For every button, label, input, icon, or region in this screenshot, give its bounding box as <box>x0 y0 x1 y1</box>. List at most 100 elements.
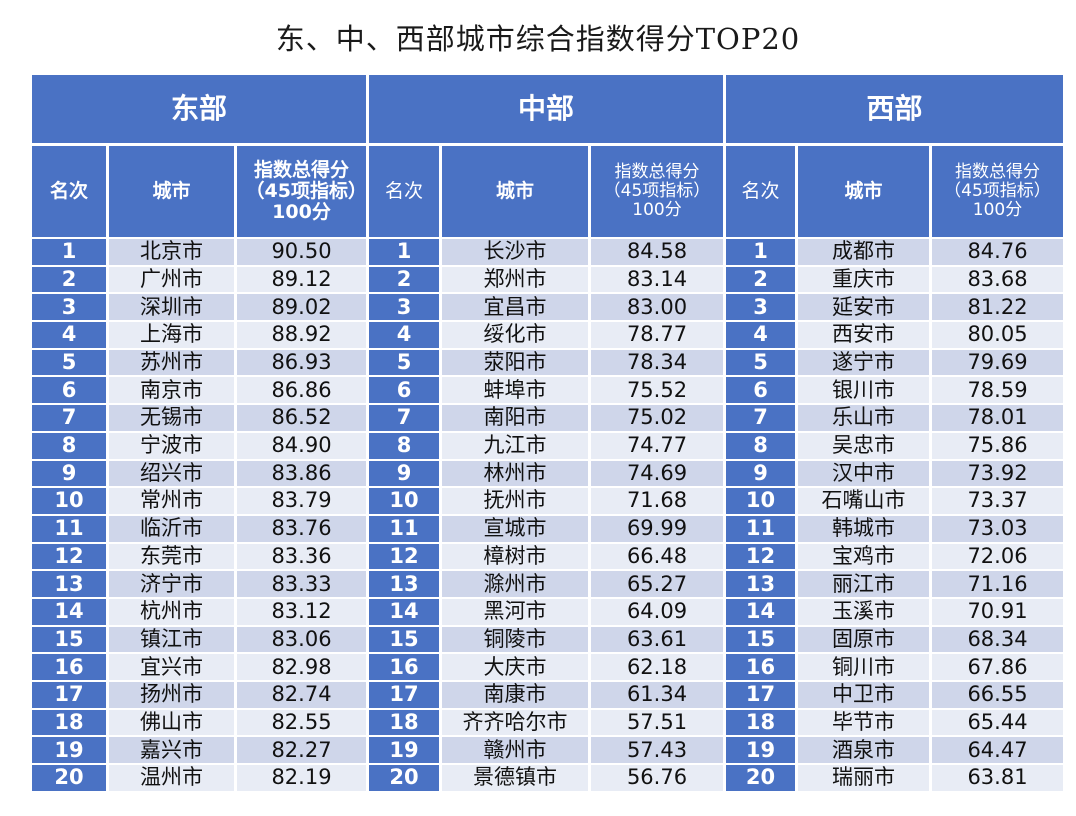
city-cell-west: 汉中市 <box>798 460 929 489</box>
city-cell-east: 无锡市 <box>109 405 234 433</box>
score-cell-west: 72.06 <box>932 543 1063 572</box>
city-cell-east: 温州市 <box>109 765 234 793</box>
column-header-score-west: 指数总得分（45项指标）100分 <box>932 146 1063 239</box>
rank-cell-west: 5 <box>726 349 795 378</box>
rank-cell-west: 10 <box>726 488 795 516</box>
rank-cell-central: 15 <box>369 626 439 655</box>
score-cell-east: 82.98 <box>237 654 366 682</box>
score-cell-west: 73.92 <box>932 460 1063 489</box>
rank-cell-east: 3 <box>32 294 106 323</box>
score-cell-east: 86.52 <box>237 405 366 433</box>
city-cell-central: 景德镇市 <box>442 765 588 793</box>
score-cell-west: 68.34 <box>932 626 1063 655</box>
rank-cell-west: 1 <box>726 239 795 267</box>
rank-cell-east: 5 <box>32 349 106 378</box>
column-header-rank-central: 名次 <box>369 146 439 239</box>
score-cell-west: 66.55 <box>932 682 1063 710</box>
city-cell-central: 滁州市 <box>442 571 588 599</box>
city-cell-west: 成都市 <box>798 239 929 267</box>
city-cell-east: 临沂市 <box>109 515 234 544</box>
city-cell-west: 玉溪市 <box>798 598 929 627</box>
city-cell-east: 东莞市 <box>109 543 234 572</box>
city-cell-central: 九江市 <box>442 432 588 461</box>
score-cell-east: 82.74 <box>237 682 366 710</box>
score-cell-central: 75.52 <box>591 377 723 406</box>
column-header-score-east: 指数总得分（45项指标）100分 <box>237 146 366 239</box>
city-cell-central: 齐齐哈尔市 <box>442 709 588 738</box>
city-cell-central: 樟树市 <box>442 543 588 572</box>
score-cell-central: 83.14 <box>591 266 723 295</box>
score-cell-central: 66.48 <box>591 543 723 572</box>
score-cell-west: 63.81 <box>932 765 1063 793</box>
score-cell-east: 82.19 <box>237 765 366 793</box>
city-cell-central: 南康市 <box>442 682 588 710</box>
rank-cell-central: 11 <box>369 515 439 544</box>
score-cell-east: 83.12 <box>237 598 366 627</box>
rank-cell-east: 19 <box>32 737 106 766</box>
rank-cell-central: 17 <box>369 682 439 710</box>
score-cell-west: 78.59 <box>932 377 1063 406</box>
column-header-city-central: 城市 <box>442 146 588 239</box>
score-cell-east: 83.33 <box>237 571 366 599</box>
city-cell-west: 宝鸡市 <box>798 543 929 572</box>
city-cell-west: 延安市 <box>798 294 929 323</box>
rank-cell-east: 13 <box>32 571 106 599</box>
city-cell-east: 佛山市 <box>109 709 234 738</box>
rank-cell-east: 10 <box>32 488 106 516</box>
score-cell-central: 74.69 <box>591 460 723 489</box>
rank-cell-central: 13 <box>369 571 439 599</box>
rank-cell-east: 20 <box>32 765 106 793</box>
rank-cell-east: 4 <box>32 322 106 350</box>
city-cell-central: 绥化市 <box>442 322 588 350</box>
score-cell-east: 86.86 <box>237 377 366 406</box>
city-cell-west: 银川市 <box>798 377 929 406</box>
city-cell-east: 杭州市 <box>109 598 234 627</box>
city-cell-east: 镇江市 <box>109 626 234 655</box>
city-cell-central: 赣州市 <box>442 737 588 766</box>
column-header-score-central: 指数总得分（45项指标）100分 <box>591 146 723 239</box>
column-header-city-west: 城市 <box>798 146 929 239</box>
city-cell-west: 乐山市 <box>798 405 929 433</box>
city-cell-west: 遂宁市 <box>798 349 929 378</box>
score-cell-central: 56.76 <box>591 765 723 793</box>
city-cell-west: 固原市 <box>798 626 929 655</box>
city-cell-east: 北京市 <box>109 239 234 267</box>
city-cell-east: 上海市 <box>109 322 234 350</box>
city-cell-east: 广州市 <box>109 266 234 295</box>
rank-cell-west: 7 <box>726 405 795 433</box>
score-cell-west: 83.68 <box>932 266 1063 295</box>
score-cell-central: 78.77 <box>591 322 723 350</box>
rank-cell-east: 6 <box>32 377 106 406</box>
score-cell-east: 83.36 <box>237 543 366 572</box>
score-cell-west: 73.03 <box>932 515 1063 544</box>
score-cell-central: 84.58 <box>591 239 723 267</box>
city-cell-west: 丽江市 <box>798 571 929 599</box>
score-cell-east: 83.86 <box>237 460 366 489</box>
city-cell-west: 铜川市 <box>798 654 929 682</box>
rank-cell-central: 1 <box>369 239 439 267</box>
city-cell-west: 重庆市 <box>798 266 929 295</box>
rank-cell-central: 19 <box>369 737 439 766</box>
score-cell-west: 71.16 <box>932 571 1063 599</box>
rank-cell-central: 2 <box>369 266 439 295</box>
city-cell-central: 郑州市 <box>442 266 588 295</box>
rank-cell-east: 8 <box>32 432 106 461</box>
score-cell-west: 81.22 <box>932 294 1063 323</box>
rank-cell-east: 11 <box>32 515 106 544</box>
rank-cell-west: 15 <box>726 626 795 655</box>
city-cell-central: 宣城市 <box>442 515 588 544</box>
city-cell-east: 嘉兴市 <box>109 737 234 766</box>
city-cell-central: 铜陵市 <box>442 626 588 655</box>
rank-cell-west: 2 <box>726 266 795 295</box>
score-cell-central: 57.43 <box>591 737 723 766</box>
column-header-city-east: 城市 <box>109 146 234 239</box>
city-cell-east: 扬州市 <box>109 682 234 710</box>
score-cell-central: 64.09 <box>591 598 723 627</box>
rank-cell-west: 13 <box>726 571 795 599</box>
city-cell-central: 抚州市 <box>442 488 588 516</box>
rank-cell-east: 18 <box>32 709 106 738</box>
city-cell-west: 中卫市 <box>798 682 929 710</box>
score-cell-central: 69.99 <box>591 515 723 544</box>
score-cell-east: 82.55 <box>237 709 366 738</box>
column-header-rank-west: 名次 <box>726 146 795 239</box>
